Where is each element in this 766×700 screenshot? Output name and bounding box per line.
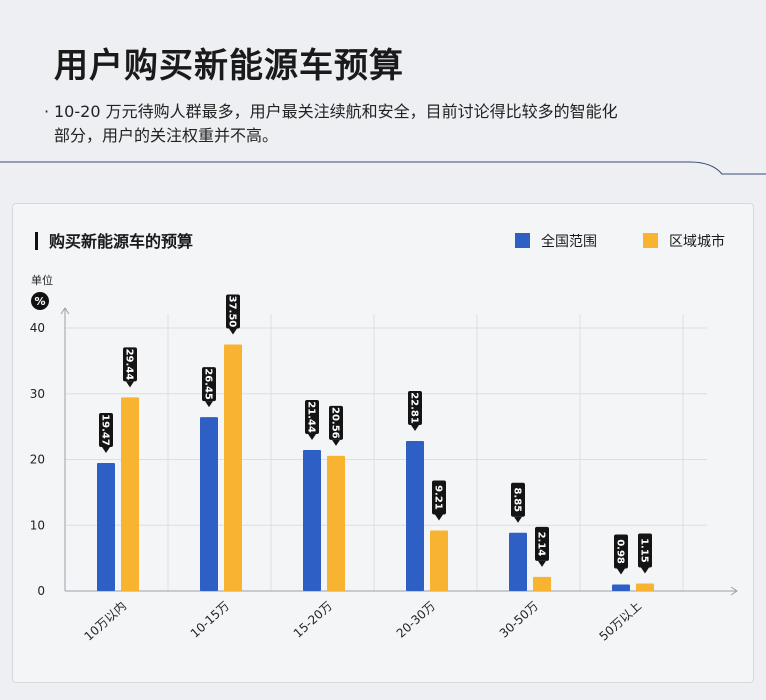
data-label-box-1-2 <box>329 405 343 440</box>
chart-title-accent <box>35 232 38 250</box>
data-label-text-0-1: 26.45 <box>203 368 214 400</box>
grid <box>65 314 707 591</box>
data-label-text-1-2: 20.56 <box>330 407 341 439</box>
data-label-box-1-5 <box>638 533 652 568</box>
bar-1-2 <box>327 455 345 591</box>
bullet-dot-icon: · <box>44 102 50 121</box>
x-tick-label-5: 50万以上 <box>597 599 644 644</box>
data-label-1-3: 9.21 <box>432 480 446 521</box>
y-tick-label-4: 40 <box>30 321 45 335</box>
bar-0-1 <box>200 417 218 591</box>
data-label-text-0-3: 22.81 <box>409 392 420 424</box>
summary-line-2: 部分，用户的关注权重并不高。 <box>54 126 279 145</box>
bar-1-3 <box>430 530 448 591</box>
chart-title: 购买新能源车的预算 <box>49 232 193 251</box>
section-divider <box>0 161 766 175</box>
data-label-text-1-1: 37.50 <box>227 296 238 328</box>
data-label-0-4: 8.85 <box>511 482 525 523</box>
data-label-1-5: 1.15 <box>638 533 652 574</box>
bar-0-0 <box>97 462 115 591</box>
data-label-pointer-1-1 <box>229 328 237 335</box>
data-label-1-0: 29.44 <box>123 347 137 388</box>
y-tick-label-0: 0 <box>37 584 45 598</box>
data-label-pointer-0-3 <box>411 425 419 432</box>
data-label-text-1-3: 9.21 <box>433 485 444 510</box>
data-label-1-4: 2.14 <box>535 526 549 567</box>
x-tick-label-4: 30-50万 <box>497 599 541 641</box>
data-label-0-5: 0.98 <box>614 534 628 575</box>
data-label-pointer-1-0 <box>126 381 134 388</box>
data-label-box-0-4 <box>511 482 525 517</box>
x-tick-label-0: 10万以内 <box>82 599 129 644</box>
summary-line-1: 10-20 万元待购人群最多，用户最关注续航和安全，目前讨论得比较多的智能化 <box>54 102 618 121</box>
data-label-box-0-2 <box>305 400 319 435</box>
data-label-box-0-5 <box>614 534 628 569</box>
data-labels: 19.47 29.44 26.45 37.50 21.44 20.56 22.81 9.21 8… <box>99 294 652 575</box>
data-label-text-1-4: 2.14 <box>536 532 547 557</box>
x-axis-arrow <box>730 586 738 596</box>
data-label-text-0-2: 21.44 <box>306 401 317 433</box>
bar-1-0 <box>121 397 139 591</box>
data-label-text-0-4: 8.85 <box>512 487 523 512</box>
y-tick-label-1: 10 <box>30 518 45 532</box>
data-label-pointer-0-2 <box>308 434 316 441</box>
data-label-pointer-0-4 <box>514 516 522 523</box>
data-label-box-1-1 <box>226 294 240 329</box>
legend-swatch-1 <box>643 233 658 248</box>
legend: 全国范围 区域城市 <box>515 233 725 250</box>
data-label-pointer-0-5 <box>617 568 625 575</box>
data-label-1-1: 37.50 <box>226 294 240 335</box>
data-label-0-3: 22.81 <box>408 391 422 432</box>
data-label-1-2: 20.56 <box>329 405 343 446</box>
data-label-text-1-0: 29.44 <box>124 349 135 381</box>
y-tick-label-3: 30 <box>30 387 45 401</box>
x-tick-labels: 10万以内 10-15万 15-20万 20-30万 30-50万 50万以上 <box>82 599 644 644</box>
data-label-pointer-0-0 <box>102 446 110 453</box>
unit-symbol: % <box>34 295 45 308</box>
bar-1-1 <box>224 344 242 591</box>
data-label-box-1-0 <box>123 347 137 382</box>
data-label-text-1-5: 1.15 <box>639 538 650 563</box>
y-tick-label-2: 20 <box>30 453 45 467</box>
data-label-pointer-1-3 <box>435 514 443 521</box>
data-label-box-0-1 <box>202 367 216 402</box>
data-label-box-0-0 <box>99 412 113 447</box>
data-label-box-0-3 <box>408 391 422 426</box>
data-label-0-2: 21.44 <box>305 400 319 441</box>
page-title: 用户购买新能源车预算 <box>54 46 404 86</box>
legend-label-0: 全国范围 <box>541 233 597 250</box>
y-axis-arrow <box>60 307 70 315</box>
data-label-text-0-5: 0.98 <box>615 539 626 564</box>
data-label-0-1: 26.45 <box>202 367 216 408</box>
data-label-0-0: 19.47 <box>99 412 113 453</box>
data-label-text-0-0: 19.47 <box>100 414 111 446</box>
budget-bar-chart: 购买新能源车的预算 单位 % 全国范围 区域城市 0 10 20 30 40 19.47 2… <box>30 232 738 644</box>
bar-1-5 <box>636 583 654 591</box>
bar-0-3 <box>406 441 424 591</box>
bar-0-5 <box>612 584 630 591</box>
data-label-pointer-1-5 <box>641 567 649 574</box>
x-tick-label-3: 20-30万 <box>394 599 438 641</box>
unit-label: 单位 <box>31 273 53 287</box>
bar-0-4 <box>509 532 527 591</box>
x-tick-label-2: 15-20万 <box>291 599 335 641</box>
data-label-box-1-4 <box>535 526 549 561</box>
legend-swatch-0 <box>515 233 530 248</box>
x-tick-label-1: 10-15万 <box>188 599 232 641</box>
data-label-pointer-1-2 <box>332 439 340 446</box>
unit-badge <box>31 292 49 310</box>
data-label-pointer-0-1 <box>205 401 213 408</box>
bar-1-4 <box>533 576 551 591</box>
chart-card: 购买新能源车的预算 单位 % 全国范围 区域城市 0 10 20 30 40 19.47 2… <box>12 203 754 683</box>
bars <box>97 344 654 591</box>
summary-text: · 10-20 万元待购人群最多，用户最关注续航和安全，目前讨论得比较多的智能化… <box>44 100 744 148</box>
data-label-pointer-1-4 <box>538 560 546 567</box>
data-label-box-1-3 <box>432 480 446 515</box>
bar-0-2 <box>303 450 321 591</box>
legend-label-1: 区域城市 <box>669 233 725 250</box>
